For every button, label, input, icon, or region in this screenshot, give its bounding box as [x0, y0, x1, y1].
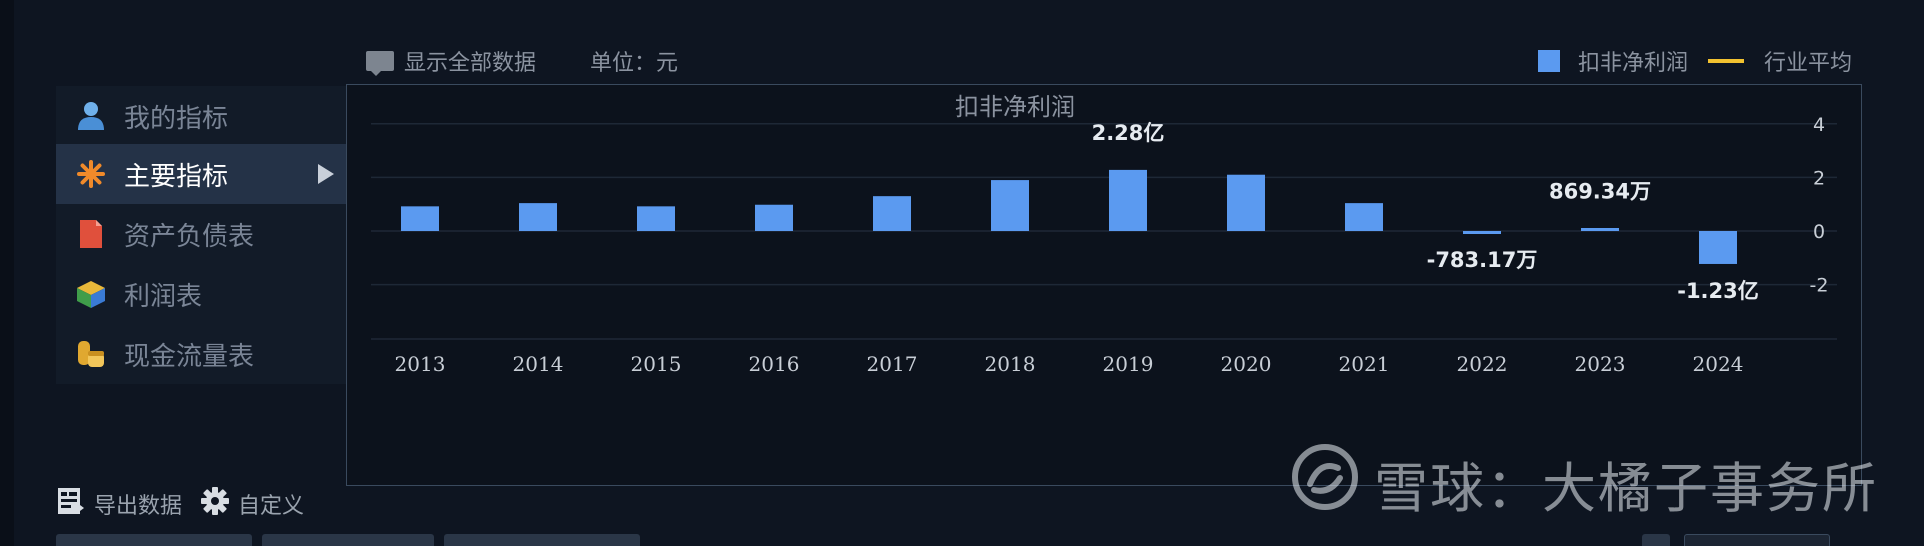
unit-label: 单位：元 [590, 45, 678, 77]
bar [755, 204, 793, 231]
sidebar-item-label: 主要指标 [124, 161, 229, 192]
show-all-data-toggle[interactable]: 显示全部数据 [366, 45, 536, 77]
bar [519, 203, 557, 231]
bar [637, 206, 675, 231]
bar [401, 206, 439, 231]
bar [1227, 174, 1265, 231]
bar [1699, 231, 1737, 264]
bar [873, 196, 911, 231]
sidebar-item-label: 利润表 [124, 281, 203, 312]
bottom-tab-3[interactable] [444, 534, 640, 546]
comment-icon [366, 51, 394, 76]
x-tick-label: 2014 [513, 352, 564, 376]
x-tick-label: 2022 [1457, 352, 1508, 376]
show-all-data-label: 显示全部数据 [404, 51, 537, 76]
data-label: 2.28亿 [1092, 121, 1165, 145]
x-tick-label: 2020 [1221, 352, 1272, 376]
x-tick-label: 2021 [1339, 352, 1390, 376]
bar [1345, 203, 1383, 231]
export-icon [56, 486, 86, 522]
chart-legend: 扣非净利润 行业平均 [1537, 44, 1852, 78]
bottom-toolbar: 导出数据 自定义 [56, 484, 322, 524]
legend-swatch-line[interactable] [1707, 59, 1744, 63]
x-tick-label: 2023 [1575, 352, 1626, 376]
sidebar-item-my-indicators[interactable]: 我的指标 [56, 86, 346, 146]
gear-icon [200, 486, 230, 522]
x-tick-label: 2018 [985, 352, 1036, 376]
bar [1109, 169, 1147, 231]
sidebar-item-main-indicators[interactable]: 主要指标 [56, 144, 346, 204]
bar-chart: 扣非净利润 4 2 0 -2 2013 2014 2015 2016 2017 2018 2019 20… [371, 93, 1837, 376]
watermark: 雪球：大橘子事务所 [1290, 443, 1878, 520]
y-tick-label: 2 [1813, 167, 1825, 189]
watermark-text: 雪球：大橘子事务所 [1374, 456, 1878, 520]
sidebar-item-balance-sheet[interactable]: 资产负债表 [56, 204, 346, 264]
chart-panel: 扣非净利润 4 2 0 -2 2013 2014 2015 2016 2017 2018 2019 20… [346, 84, 1862, 486]
bottom-tab-1[interactable] [56, 534, 252, 546]
unit-text: 单位：元 [590, 51, 679, 76]
export-data-label: 导出数据 [94, 494, 183, 519]
coins-icon [74, 337, 108, 371]
y-tick-label: 0 [1813, 221, 1825, 243]
bottom-tab-2[interactable] [262, 534, 434, 546]
document-icon [74, 217, 108, 251]
bottom-select-stub[interactable] [1684, 534, 1830, 546]
x-tick-label: 2017 [867, 352, 918, 376]
sidebar-item-label: 资产负债表 [124, 221, 255, 252]
user-icon [74, 99, 108, 133]
xueqiu-logo-icon [1290, 442, 1360, 525]
y-tick-label: 4 [1813, 114, 1825, 136]
bottom-control-stub[interactable] [1642, 534, 1670, 546]
x-tick-label: 2013 [395, 352, 446, 376]
data-label: -783.17万 [1427, 248, 1538, 272]
legend-series-label[interactable]: 扣非净利润 [1577, 51, 1688, 76]
sidebar: 我的指标 主要指标 资产负债表 利润表 现金流量表 [56, 86, 346, 384]
data-label: -1.23亿 [1677, 279, 1759, 303]
legend-swatch-bar[interactable] [1537, 50, 1560, 72]
bar [991, 180, 1029, 231]
chevron-right-icon [318, 164, 334, 184]
chart-toolbar: 显示全部数据 单位：元 [366, 44, 678, 78]
sidebar-item-cash-flow[interactable]: 现金流量表 [56, 324, 346, 384]
x-tick-label: 2015 [631, 352, 682, 376]
sidebar-item-label: 现金流量表 [124, 341, 255, 372]
y-tick-label: -2 [1810, 275, 1829, 297]
bar [1581, 228, 1619, 231]
chart-title: 扣非净利润 [955, 93, 1075, 121]
sidebar-item-label: 我的指标 [124, 103, 229, 134]
x-tick-label: 2019 [1103, 352, 1154, 376]
sidebar-item-income-statement[interactable]: 利润表 [56, 264, 346, 324]
bar [1463, 231, 1501, 234]
legend-avg-label[interactable]: 行业平均 [1763, 51, 1852, 76]
left-gutter [0, 0, 14, 546]
customize-button[interactable]: 自定义 [200, 486, 304, 522]
export-data-button[interactable]: 导出数据 [56, 486, 182, 522]
star-icon [74, 157, 108, 191]
x-tick-label: 2016 [749, 352, 800, 376]
x-tick-label: 2024 [1693, 352, 1744, 376]
pie-icon [74, 277, 108, 311]
customize-label: 自定义 [238, 494, 305, 519]
data-label: 869.34万 [1549, 180, 1651, 204]
